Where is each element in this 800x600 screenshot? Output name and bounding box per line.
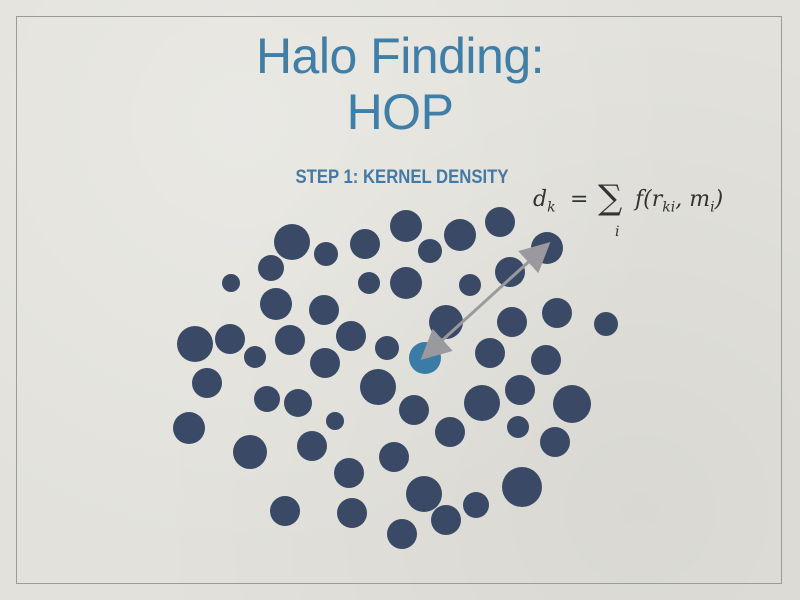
formula-sum-symbol: ∑ <box>598 178 623 218</box>
particle <box>375 336 399 360</box>
particle <box>505 375 535 405</box>
particle <box>233 435 267 469</box>
particle <box>444 219 476 251</box>
particle <box>297 431 327 461</box>
particle <box>406 476 442 512</box>
particle <box>274 224 310 260</box>
particle <box>485 207 515 237</box>
slide-title: Halo Finding: HOP <box>0 28 800 140</box>
particle <box>542 298 572 328</box>
particle <box>173 412 205 444</box>
particle <box>495 257 525 287</box>
particle <box>459 274 481 296</box>
particle <box>177 326 213 362</box>
slide-frame <box>16 16 782 584</box>
particle <box>350 229 380 259</box>
particle <box>310 348 340 378</box>
kernel-density-formula: dk = ∑ i f(rki, mi) <box>533 178 773 254</box>
particle <box>192 368 222 398</box>
step-subtitle: STEP 1: KERNEL DENSITY <box>295 167 509 188</box>
formula-sum-index: i <box>615 224 620 240</box>
particle <box>531 345 561 375</box>
particle <box>258 255 284 281</box>
particle <box>337 498 367 528</box>
particle <box>435 417 465 447</box>
formula-equals: = <box>570 187 589 212</box>
particle <box>260 288 292 320</box>
particle <box>326 412 344 430</box>
particle <box>464 385 500 421</box>
particle <box>497 307 527 337</box>
particle <box>336 321 366 351</box>
particle-group <box>173 207 618 549</box>
particle <box>358 272 380 294</box>
particle <box>463 492 489 518</box>
particle <box>387 519 417 549</box>
particle <box>334 458 364 488</box>
particle <box>399 395 429 425</box>
particle <box>244 346 266 368</box>
particle <box>540 427 570 457</box>
formula-rhs: f(rki, mi) <box>635 187 724 216</box>
particle <box>275 325 305 355</box>
particle <box>390 210 422 242</box>
particle <box>502 467 542 507</box>
particle <box>222 274 240 292</box>
particle <box>553 385 591 423</box>
title-line-2: HOP <box>346 84 454 140</box>
particle <box>284 389 312 417</box>
particle <box>379 442 409 472</box>
particle <box>418 239 442 263</box>
particle <box>254 386 280 412</box>
particle <box>270 496 300 526</box>
distance-arrow <box>420 241 551 361</box>
formula-lhs: dk <box>533 187 556 216</box>
particle <box>314 242 338 266</box>
particle <box>215 324 245 354</box>
particle <box>475 338 505 368</box>
particle <box>429 305 463 339</box>
particle <box>507 416 529 438</box>
particle <box>431 505 461 535</box>
particle <box>390 267 422 299</box>
particle <box>360 369 396 405</box>
particle <box>309 295 339 325</box>
particle <box>594 312 618 336</box>
title-line-1: Halo Finding: <box>255 28 545 84</box>
